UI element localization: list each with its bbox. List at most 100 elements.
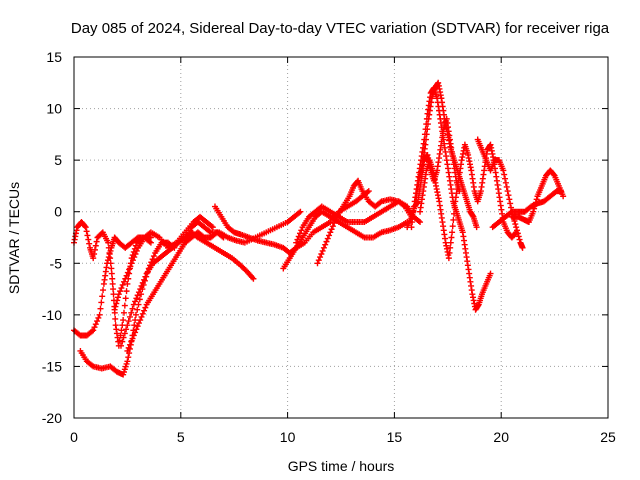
series-track-10 — [293, 198, 415, 246]
data-point — [447, 244, 454, 251]
data-point — [127, 263, 134, 270]
data-point — [314, 260, 321, 267]
data-point — [147, 239, 154, 246]
data-point — [91, 251, 98, 258]
data-point — [108, 265, 115, 272]
data-point — [137, 286, 144, 293]
data-point — [130, 332, 137, 339]
y-tick-label: -15 — [42, 358, 62, 374]
data-point — [121, 330, 128, 337]
data-point — [123, 326, 130, 333]
data-point — [187, 227, 194, 234]
data-point — [298, 227, 305, 234]
data-point — [415, 217, 422, 224]
data-point — [450, 216, 457, 223]
data-point — [507, 200, 514, 207]
data-point — [88, 328, 95, 335]
data-point — [109, 275, 116, 282]
data-point — [125, 354, 132, 361]
data-point — [449, 223, 456, 230]
axis-ticks: 0 5 10 15 20 25 -20 -15 -10 -5 0 5 10 15 — [42, 49, 616, 445]
data-point — [530, 208, 537, 215]
data-point — [296, 209, 303, 216]
data-point — [451, 204, 458, 211]
data-point — [135, 320, 142, 327]
data-point — [124, 347, 131, 354]
data-point — [505, 192, 512, 199]
data-point — [106, 251, 113, 258]
data-point — [84, 232, 91, 239]
data-point — [133, 295, 140, 302]
data-point — [134, 292, 141, 299]
data-point — [117, 342, 124, 349]
data-point — [326, 232, 333, 239]
data-point — [128, 338, 135, 345]
data-point — [185, 230, 192, 237]
y-tick-label: 15 — [46, 49, 62, 65]
data-point — [295, 233, 302, 240]
data-point — [129, 305, 136, 312]
data-point — [138, 313, 145, 320]
data-point — [519, 244, 526, 251]
data-point — [107, 247, 114, 254]
data-point — [293, 239, 300, 246]
data-point — [90, 255, 97, 262]
data-point — [138, 282, 145, 289]
data-point — [445, 255, 452, 262]
data-point — [124, 269, 131, 276]
data-point — [112, 303, 119, 310]
data-point — [129, 335, 136, 342]
data-point — [506, 196, 513, 203]
data-point — [209, 224, 216, 231]
data-point — [133, 326, 140, 333]
data-point — [124, 358, 131, 365]
data-point — [328, 226, 335, 233]
data-point — [141, 276, 148, 283]
data-point — [446, 249, 453, 256]
data-point — [124, 280, 131, 287]
data-point — [95, 314, 102, 321]
y-tick-label: -10 — [42, 307, 62, 323]
y-tick-label: -5 — [50, 255, 63, 271]
data-point — [319, 247, 326, 254]
data-point — [141, 307, 148, 314]
data-point — [331, 220, 338, 227]
data-point — [323, 238, 330, 245]
data-point — [515, 233, 522, 240]
data-point — [501, 171, 508, 178]
data-point — [118, 327, 125, 334]
data-point — [447, 239, 454, 246]
data-point — [120, 309, 127, 316]
data-point — [117, 288, 124, 295]
x-axis-label: GPS time / hours — [288, 458, 395, 474]
data-point — [82, 224, 89, 231]
data-point — [123, 288, 130, 295]
data-point — [120, 278, 127, 285]
data-point — [83, 228, 90, 235]
data-point — [364, 189, 371, 196]
data-point — [450, 210, 457, 217]
data-point — [108, 270, 115, 277]
data-point — [104, 260, 111, 267]
data-point — [136, 296, 143, 303]
data-point — [90, 327, 97, 334]
data-point — [132, 298, 139, 305]
data-point — [503, 183, 510, 190]
x-tick-label: 25 — [600, 429, 616, 445]
data-point — [118, 285, 125, 292]
data-point — [125, 344, 132, 351]
x-tick-label: 0 — [70, 429, 78, 445]
data-point — [500, 167, 507, 174]
data-point — [315, 257, 322, 264]
plot-frame — [73, 56, 609, 419]
data-point — [139, 310, 146, 317]
data-point — [124, 322, 131, 329]
grid — [74, 57, 608, 418]
data-point — [119, 338, 126, 345]
data-point — [125, 318, 132, 325]
chart-title: Day 085 of 2024, Sidereal Day-to-day VTE… — [71, 20, 610, 37]
data-point — [365, 188, 372, 195]
data-point — [504, 188, 511, 195]
data-point — [514, 227, 521, 234]
data-point — [294, 236, 301, 243]
